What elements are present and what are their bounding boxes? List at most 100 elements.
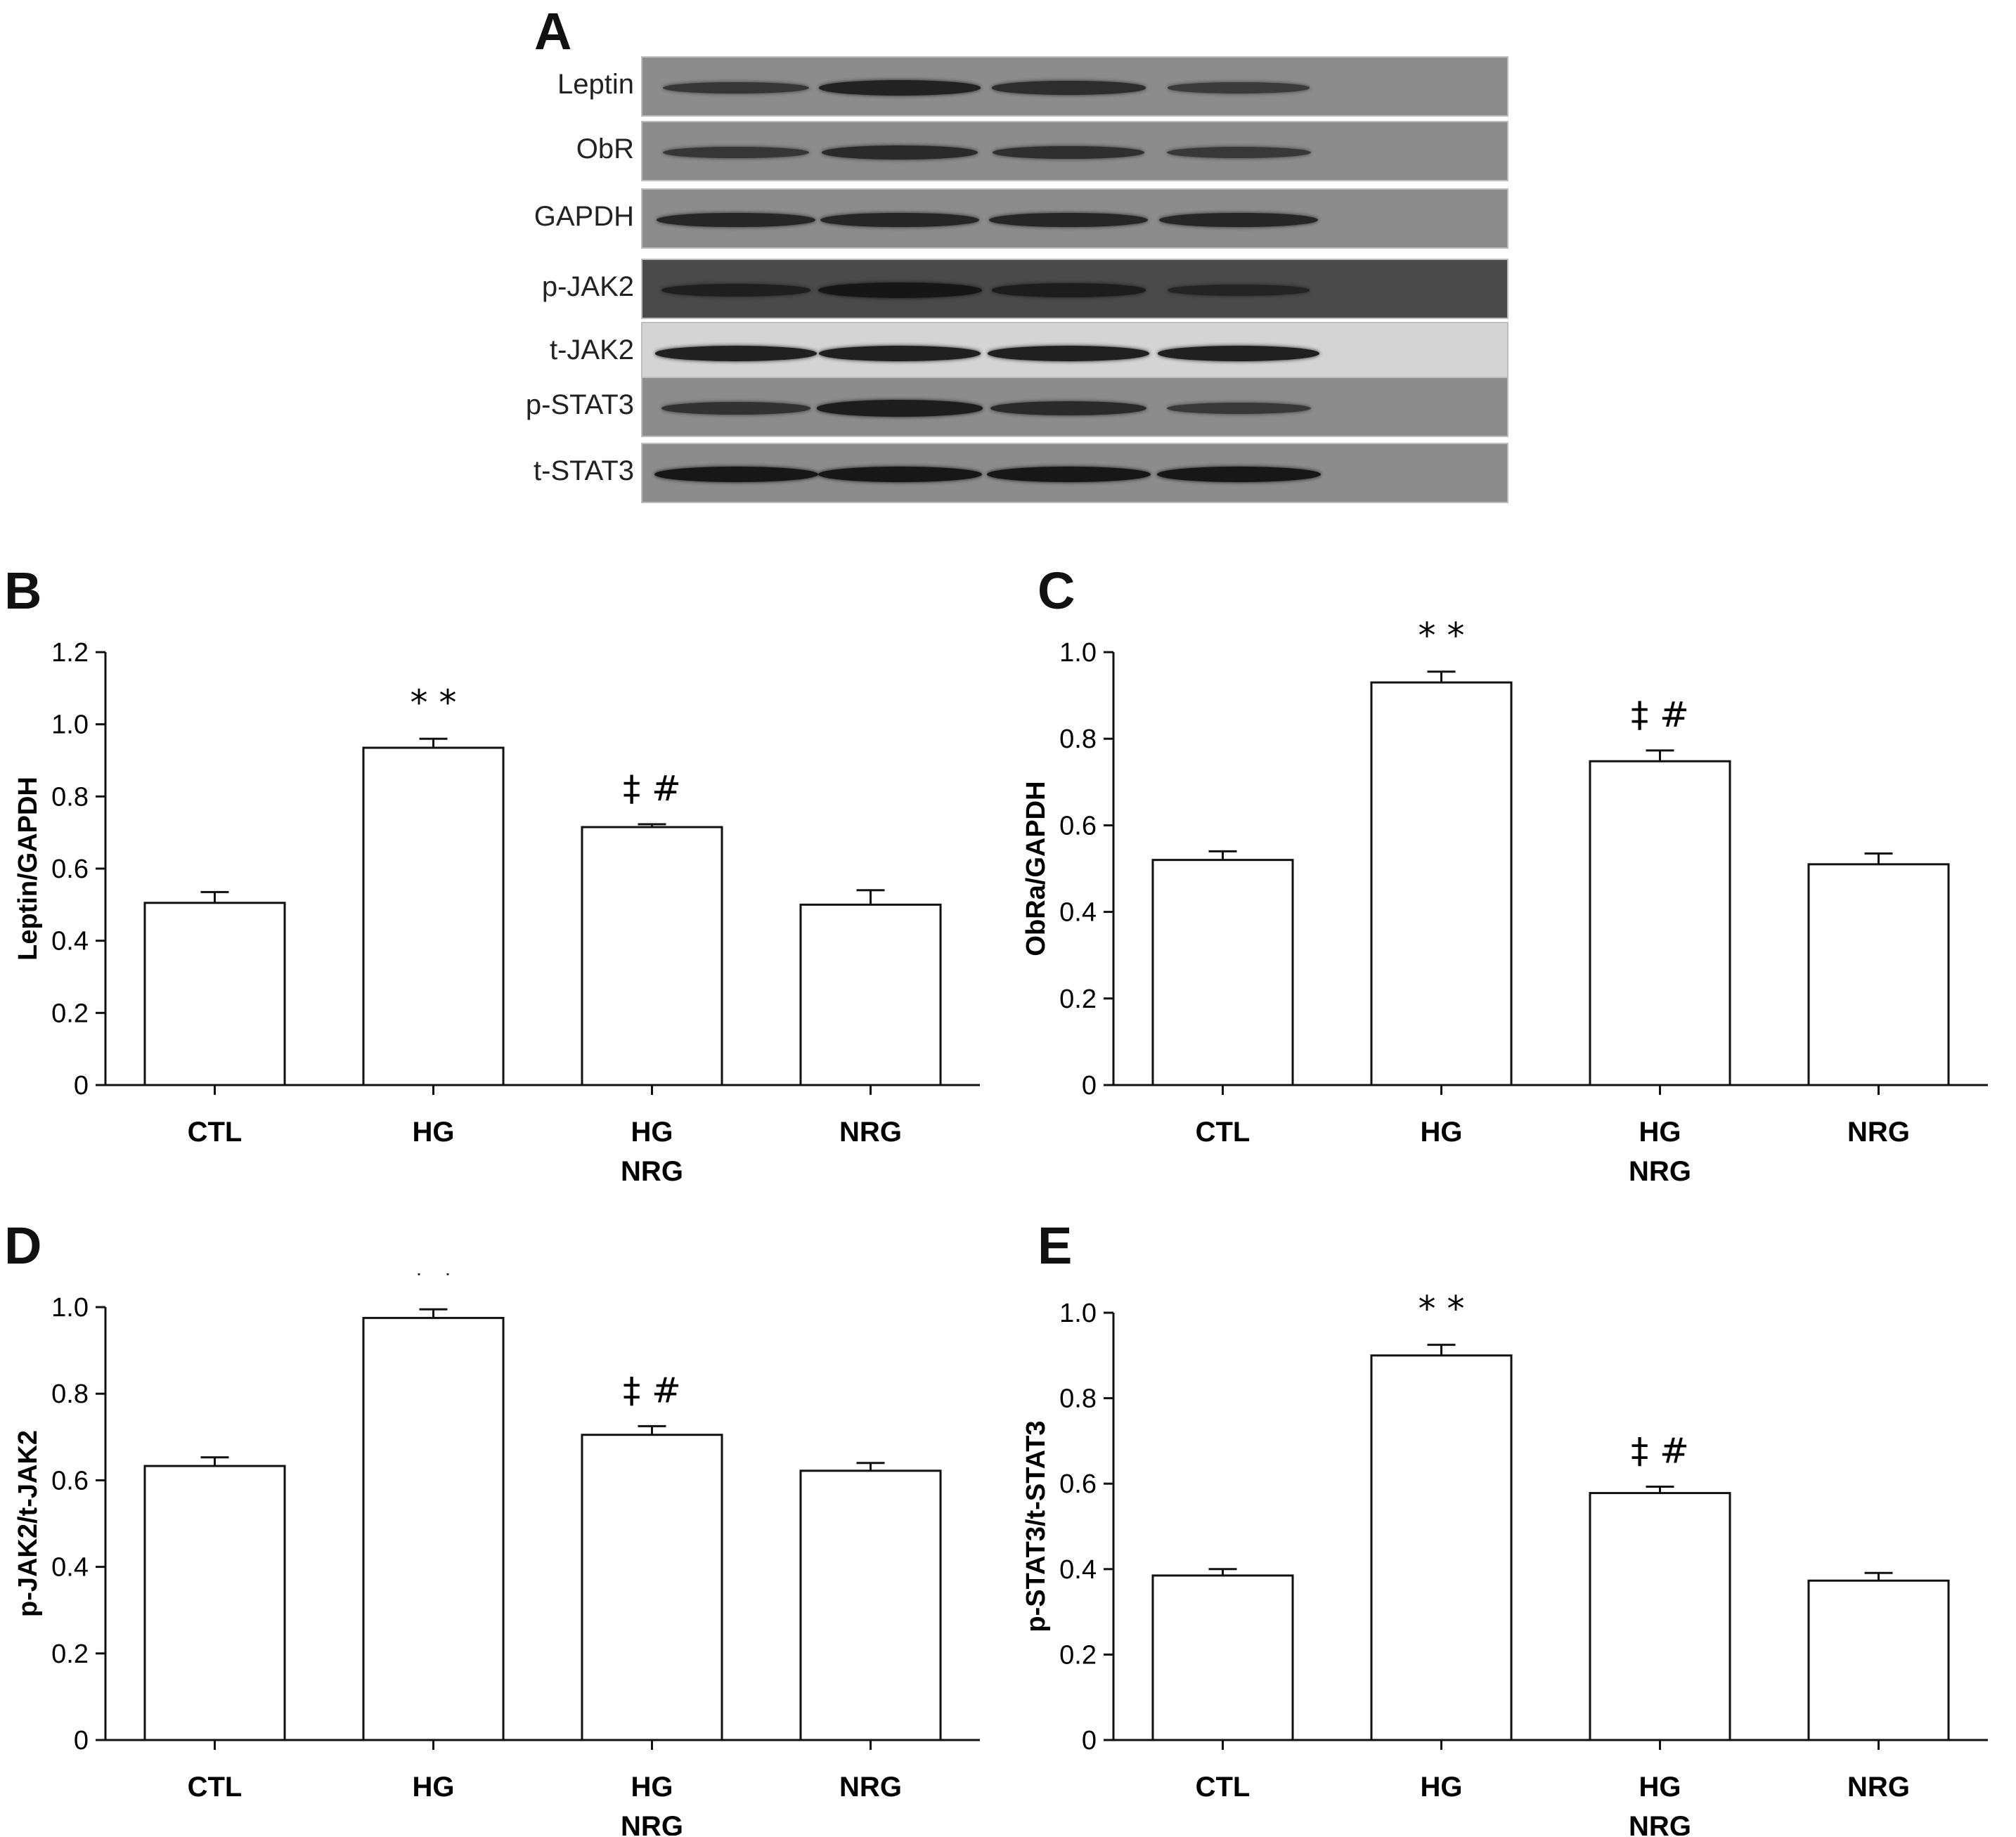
blot-band (1168, 285, 1310, 296)
x-category-label: NRG (839, 1117, 902, 1148)
x-category-label: HG (1421, 1117, 1463, 1148)
blot-band (655, 346, 817, 361)
x-category-label-line: HG (1421, 1772, 1463, 1803)
x-category-label-line: HG (1639, 1772, 1681, 1803)
y-tick-label: 0 (74, 1726, 89, 1755)
blot-band (820, 212, 979, 228)
y-tick-label: 0.6 (1059, 811, 1097, 840)
x-category-label-line: NRG (1847, 1117, 1910, 1148)
blot-band (1158, 346, 1319, 361)
x-category-label-line: CTL (1196, 1117, 1251, 1148)
x-category-label: NRG (1847, 1772, 1910, 1803)
blot-label-gapdh: GAPDH (534, 201, 634, 232)
blot-label-t-jak2: t-JAK2 (549, 335, 634, 365)
blot-band (988, 346, 1149, 361)
blot-strip (641, 259, 1508, 319)
x-category-label-line: NRG (621, 1156, 683, 1187)
blot-band (1168, 82, 1310, 93)
y-tick-label: 1.0 (51, 710, 89, 740)
chart-pstat3-tstat3: p-STAT3/t-STAT3 0 0.2 0.4 0.6 0.8 1.0 CTL HG * * H… (1021, 1289, 1988, 1836)
y-axis-label: p-STAT3/t-STAT3 (1021, 1420, 1051, 1632)
y-tick-label: 0.8 (1059, 1384, 1097, 1414)
bar (1589, 1492, 1731, 1741)
bar (143, 1465, 286, 1741)
blot-band (818, 282, 982, 299)
x-category-label: HG (1421, 1772, 1463, 1803)
x-category-label-line: HG (413, 1772, 455, 1803)
blot-band (661, 284, 810, 297)
chart-leptin-gapdh: Leptin/GAPDH 0 0.2 0.4 0.6 0.8 1.0 1.2 CTL HG * * H… (13, 638, 980, 1187)
blot-band (816, 400, 983, 417)
bar (1370, 1354, 1513, 1741)
x-category-label: HG NRG (621, 1772, 683, 1836)
x-category-label: CTL (1196, 1772, 1251, 1803)
panel-letter-b: B (4, 562, 42, 620)
blot-band (818, 466, 982, 483)
bar (799, 903, 942, 1086)
y-tick-label: 1.2 (51, 638, 89, 668)
bar (1807, 863, 1950, 1086)
panel-letter-a: A (534, 2, 572, 60)
y-tick-label: 1.0 (1059, 638, 1097, 668)
x-category-label: HG NRG (1629, 1117, 1691, 1187)
y-axis-label: ObRa/GAPDH (1021, 781, 1051, 956)
blot-label-leptin: Leptin (557, 69, 634, 100)
x-category-label-line: HG (631, 1117, 673, 1148)
x-category-label: CTL (188, 1117, 243, 1148)
significance-marker: * * (411, 1273, 457, 1294)
blot-band (989, 212, 1148, 228)
y-tick-label: 0.8 (51, 782, 89, 812)
x-category-label-line: NRG (621, 1811, 683, 1836)
blot-label-p-jak2: p-JAK2 (541, 271, 634, 302)
blot-band (990, 401, 1147, 415)
blot-strip (641, 188, 1508, 249)
y-tick-label: 0.8 (51, 1380, 89, 1409)
blot-band (821, 145, 978, 160)
x-category-label-line: NRG (839, 1772, 902, 1803)
y-tick-label: 1.0 (51, 1293, 89, 1323)
significance-marker: * * (1419, 1289, 1465, 1330)
y-tick-label: 1.0 (1059, 1299, 1097, 1328)
blot-label-t-stat3: t-STAT3 (534, 455, 634, 486)
significance-marker: ‡ # (1631, 694, 1689, 735)
panel-letter-c: C (1038, 562, 1075, 620)
chart-obra-gapdh: ObRa/GAPDH 0 0.2 0.4 0.6 0.8 1.0 CTL HG * * HG NRG ‡… (1021, 618, 1988, 1187)
significance-marker: ‡ # (1631, 1430, 1689, 1471)
y-tick-label: 0 (1082, 1071, 1097, 1101)
panel-letter-e: E (1038, 1216, 1073, 1275)
bar (143, 902, 286, 1086)
bar (799, 1469, 942, 1741)
y-tick-label: 0.6 (51, 855, 89, 884)
blot-strip (641, 443, 1508, 503)
bar (581, 1434, 723, 1741)
blot-band (991, 283, 1146, 297)
bar (1151, 1574, 1294, 1741)
x-category-label-line: NRG (1847, 1772, 1910, 1803)
blot-band (1166, 403, 1311, 414)
blot-band (662, 146, 810, 159)
y-tick-label: 0.4 (51, 1553, 89, 1583)
bar (1370, 681, 1513, 1086)
y-tick-label: 0 (74, 1071, 89, 1101)
blot-strip (641, 56, 1508, 117)
panel-letter-d: D (4, 1216, 42, 1275)
bar (362, 1316, 505, 1741)
y-tick-label: 0.8 (1059, 725, 1097, 754)
blot-band (993, 145, 1144, 160)
blot-band (1159, 212, 1318, 228)
y-tick-label: 0.6 (1059, 1469, 1097, 1499)
x-category-label-line: HG (413, 1117, 455, 1148)
y-tick-label: 0.2 (51, 1640, 89, 1669)
bar (1589, 760, 1731, 1086)
blot-band (819, 80, 981, 96)
bar (362, 746, 505, 1086)
x-category-label-line: HG (1421, 1117, 1463, 1148)
blot-label-obr: ObR (576, 134, 634, 164)
x-category-label: CTL (188, 1772, 243, 1803)
blot-band (1166, 147, 1311, 158)
blot-band (986, 466, 1151, 483)
x-category-label-line: NRG (1629, 1156, 1691, 1187)
y-axis-label: p-JAK2/t-JAK2 (13, 1430, 43, 1617)
chart-pjak2-tjak2: p-JAK2/t-JAK2 0 0.2 0.4 0.6 0.8 1.0 CTL HG * * HG N… (13, 1273, 980, 1836)
y-tick-label: 0.4 (1059, 1555, 1097, 1585)
